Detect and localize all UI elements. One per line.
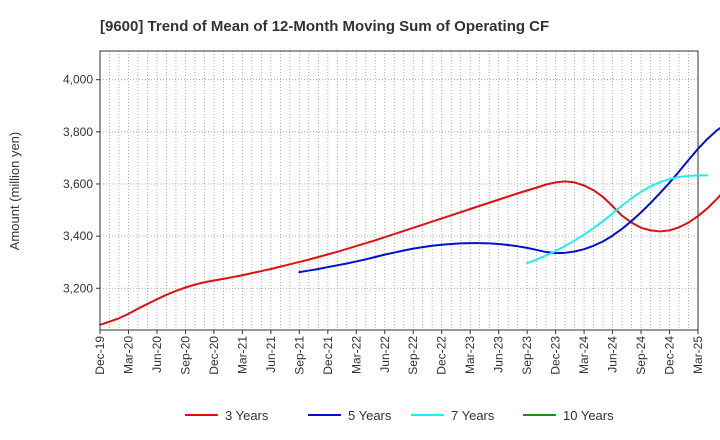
x-tick-label: Sep-22 [406,336,420,375]
legend-label: 3 Years [225,408,269,423]
legend-label: 7 Years [451,408,495,423]
x-tick-label: Mar-25 [691,336,705,374]
series-lines [99,126,720,326]
legend-label: 10 Years [563,408,614,423]
x-tick-label: Jun-23 [492,336,506,373]
y-tick-label: 3,400 [63,229,93,243]
series-line-7-years [526,174,709,265]
x-tick-label: Dec-23 [549,336,563,375]
y-tick-label: 3,200 [63,281,93,295]
y-axis-label: Amount (million yen) [7,132,22,251]
x-tick-label: Dec-19 [93,336,107,375]
x-tick-label: Sep-21 [292,336,306,375]
horizontal-gridlines [100,79,698,289]
x-axis-ticks: Dec-19 Mar-20 Jun-20 Sep-20 Dec-20 Mar-21 Jun-… [93,330,705,375]
plot-area [100,51,698,330]
legend: 3 Years 5 Years 7 Years 10 Years [185,408,614,423]
y-axis-ticks: 3,200 3,400 3,600 3,800 4,000 [63,73,100,295]
x-tick-label: Mar-21 [235,336,249,374]
x-tick-label: Dec-20 [207,336,221,375]
x-tick-label: Dec-21 [321,336,335,375]
x-tick-label: Mar-24 [577,336,591,374]
x-tick-label: Jun-20 [150,336,164,373]
series-line-5-years [298,126,720,274]
x-tick-label: Dec-22 [435,336,449,375]
legend-label: 5 Years [348,408,392,423]
x-tick-label: Mar-22 [349,336,363,374]
x-tick-label: Jun-21 [264,336,278,373]
y-tick-label: 4,000 [63,73,93,87]
x-tick-label: Sep-23 [520,336,534,375]
x-tick-label: Mar-20 [121,336,135,374]
x-tick-label: Sep-20 [178,336,192,375]
x-tick-label: Sep-24 [634,336,648,375]
x-tick-label: Dec-24 [663,336,677,375]
chart-title: [9600] Trend of Mean of 12-Month Moving … [100,18,549,35]
y-tick-label: 3,600 [63,177,93,191]
x-tick-label: Mar-23 [463,336,477,374]
x-tick-label: Jun-22 [378,336,392,373]
plot-frame [99,50,699,331]
series-line-3-years [99,180,720,326]
y-tick-label: 3,800 [63,125,93,139]
x-tick-label: Jun-24 [606,336,620,373]
